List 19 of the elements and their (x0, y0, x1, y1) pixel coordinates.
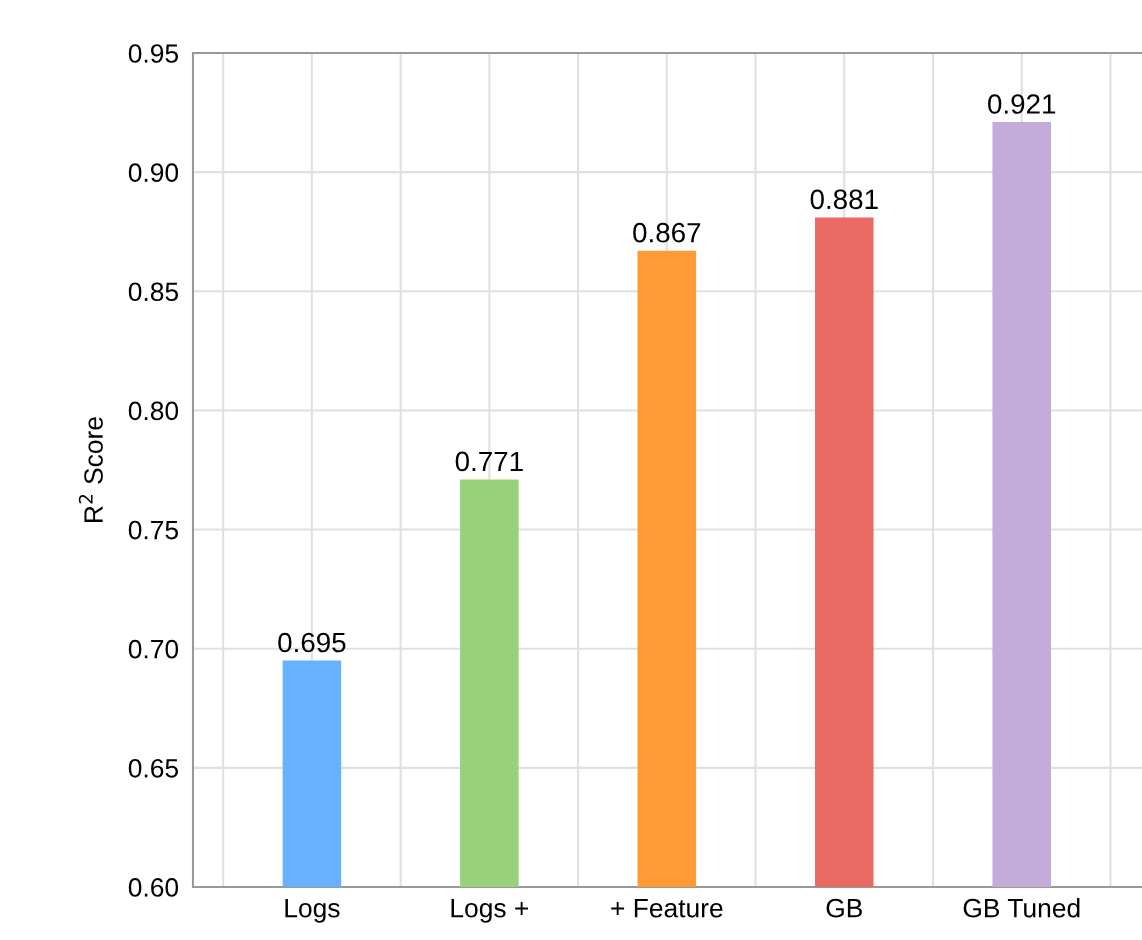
y-tick-label: 0.60 (128, 878, 179, 897)
x-tick-label: GB (826, 898, 862, 918)
y-tick-label: 0.80 (128, 401, 179, 421)
y-tick-label: 0.75 (128, 520, 179, 540)
x-tick-label: GB Tuned (963, 898, 1080, 918)
y-tick-label: 0.70 (128, 639, 179, 659)
data-label: 0.867 (633, 222, 701, 243)
data-label: 0.921 (988, 94, 1056, 114)
y-axis-title: R$^{2}$ Score (78, 417, 103, 522)
x-tick-label: Logs (285, 899, 340, 923)
y-tick-label: 0.90 (128, 163, 179, 182)
data-label: 0.695 (278, 632, 346, 653)
y-tick-label: 0.85 (128, 282, 179, 302)
data-label: 0.771 (455, 451, 523, 472)
x-tick-label: + Feature (611, 899, 723, 918)
y-tick-label: 0.65 (128, 758, 179, 778)
x-tick-label: Logs + (451, 899, 529, 923)
data-label: 0.881 (810, 189, 878, 210)
y-tick-label: 0.95 (128, 44, 179, 63)
